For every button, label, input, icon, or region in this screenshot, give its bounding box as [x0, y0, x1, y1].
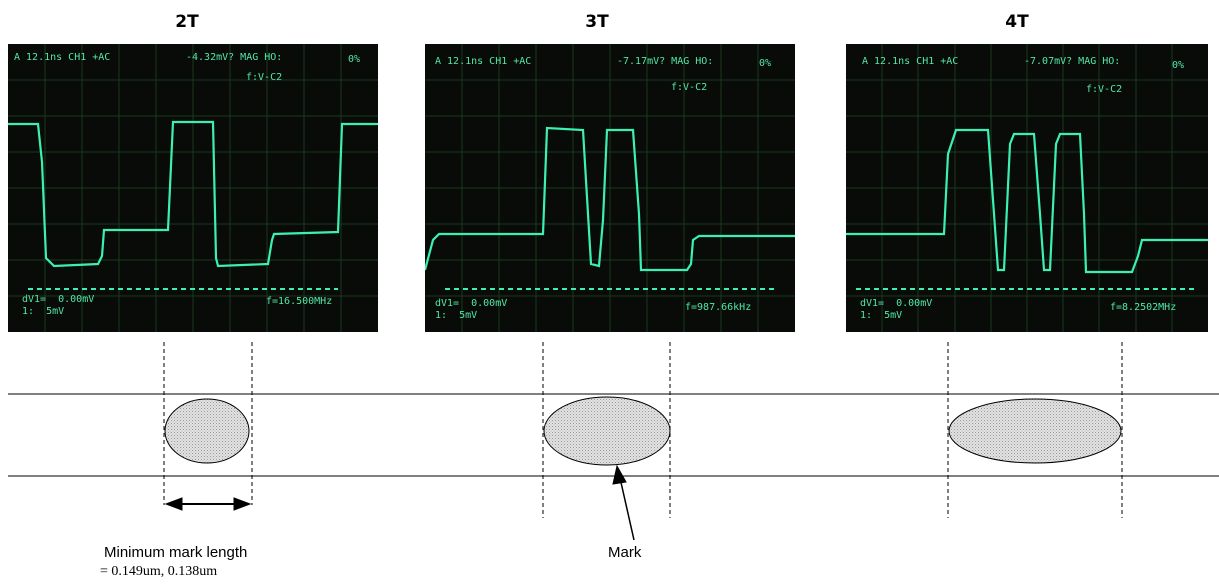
oscilloscope-4t: A 12.1ns CH1 +AC -7.07mV? MAG HO: 0% f:V…	[846, 44, 1208, 332]
readout-scale: 1: 5mV	[435, 310, 478, 321]
readout-top-pct: 0%	[1172, 60, 1185, 71]
panel-title-4t: 4T	[1005, 12, 1029, 32]
waveform-2t	[8, 44, 378, 332]
mark-pointer-arrow	[612, 464, 635, 541]
mark-4t	[948, 398, 1122, 464]
readout-top-value: -7.17mV? MAG HO:	[617, 56, 714, 67]
readout-scale: 1: 5mV	[22, 306, 65, 317]
readout-freq: f=16.500MHz	[266, 296, 333, 307]
mark-2t	[164, 398, 250, 464]
readout-top: A 12.1ns CH1 +AC	[435, 56, 532, 67]
readout-cursor: f:V-C2	[246, 72, 283, 83]
readout-top-value: -4.32mV? MAG HO:	[186, 52, 283, 63]
readout-top: A 12.1ns CH1 +AC	[862, 56, 959, 67]
mark-label: Mark	[608, 544, 642, 561]
panel-title-2t: 2T	[175, 12, 199, 32]
mark-length-arrow	[164, 497, 252, 511]
waveform-3t	[425, 44, 795, 332]
readout-dv: dV1= 0.00mV	[860, 298, 933, 309]
track-diagram	[8, 342, 1219, 541]
minimum-mark-length-label: Minimum mark length	[104, 544, 248, 561]
readout-cursor: f:V-C2	[1086, 84, 1123, 95]
minimum-mark-length-value: = 0.149um, 0.138um	[100, 564, 218, 579]
readout-top-pct: 0%	[348, 54, 361, 65]
readout-freq: f=8.2502MHz	[1110, 302, 1177, 313]
oscilloscope-2t: A 12.1ns CH1 +AC -4.32mV? MAG HO: 0% f:V…	[8, 44, 378, 332]
readout-cursor: f:V-C2	[671, 82, 708, 93]
readout-freq: f=987.66kHz	[685, 302, 752, 313]
readout-dv: dV1= 0.00mV	[435, 298, 508, 309]
readout-top: A 12.1ns CH1 +AC	[14, 52, 111, 63]
readout-top-value: -7.07mV? MAG HO:	[1024, 56, 1121, 67]
readout-dv: dV1= 0.00mV	[22, 294, 95, 305]
waveform-4t	[846, 44, 1208, 332]
readout-top-pct: 0%	[759, 58, 772, 69]
readout-scale: 1: 5mV	[860, 310, 903, 321]
panel-title-3t: 3T	[585, 12, 609, 32]
oscilloscope-3t: A 12.1ns CH1 +AC -7.17mV? MAG HO: 0% f:V…	[425, 44, 795, 332]
mark-3t	[543, 396, 671, 466]
